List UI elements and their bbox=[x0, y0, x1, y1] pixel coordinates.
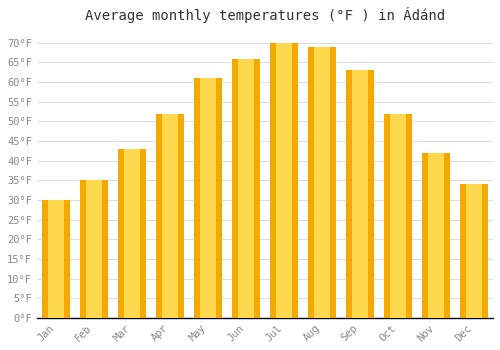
Title: Average monthly temperatures (°F ) in Ádánd: Average monthly temperatures (°F ) in Ád… bbox=[85, 7, 445, 23]
Bar bbox=[238, 58, 254, 318]
Bar bbox=[460, 184, 488, 318]
Bar bbox=[314, 47, 330, 318]
Bar bbox=[384, 113, 412, 318]
Bar bbox=[200, 78, 216, 318]
Bar bbox=[162, 113, 178, 318]
Bar bbox=[390, 113, 406, 318]
Bar bbox=[276, 43, 292, 318]
Bar bbox=[156, 113, 184, 318]
Bar bbox=[270, 43, 298, 318]
Bar bbox=[194, 78, 222, 318]
Bar bbox=[118, 149, 146, 318]
Bar bbox=[466, 184, 482, 318]
Bar bbox=[42, 200, 70, 318]
Bar bbox=[422, 153, 450, 318]
Bar bbox=[346, 70, 374, 318]
Bar bbox=[48, 200, 64, 318]
Bar bbox=[428, 153, 444, 318]
Bar bbox=[86, 180, 102, 318]
Bar bbox=[80, 180, 108, 318]
Bar bbox=[308, 47, 336, 318]
Bar bbox=[124, 149, 140, 318]
Bar bbox=[232, 58, 260, 318]
Bar bbox=[352, 70, 368, 318]
